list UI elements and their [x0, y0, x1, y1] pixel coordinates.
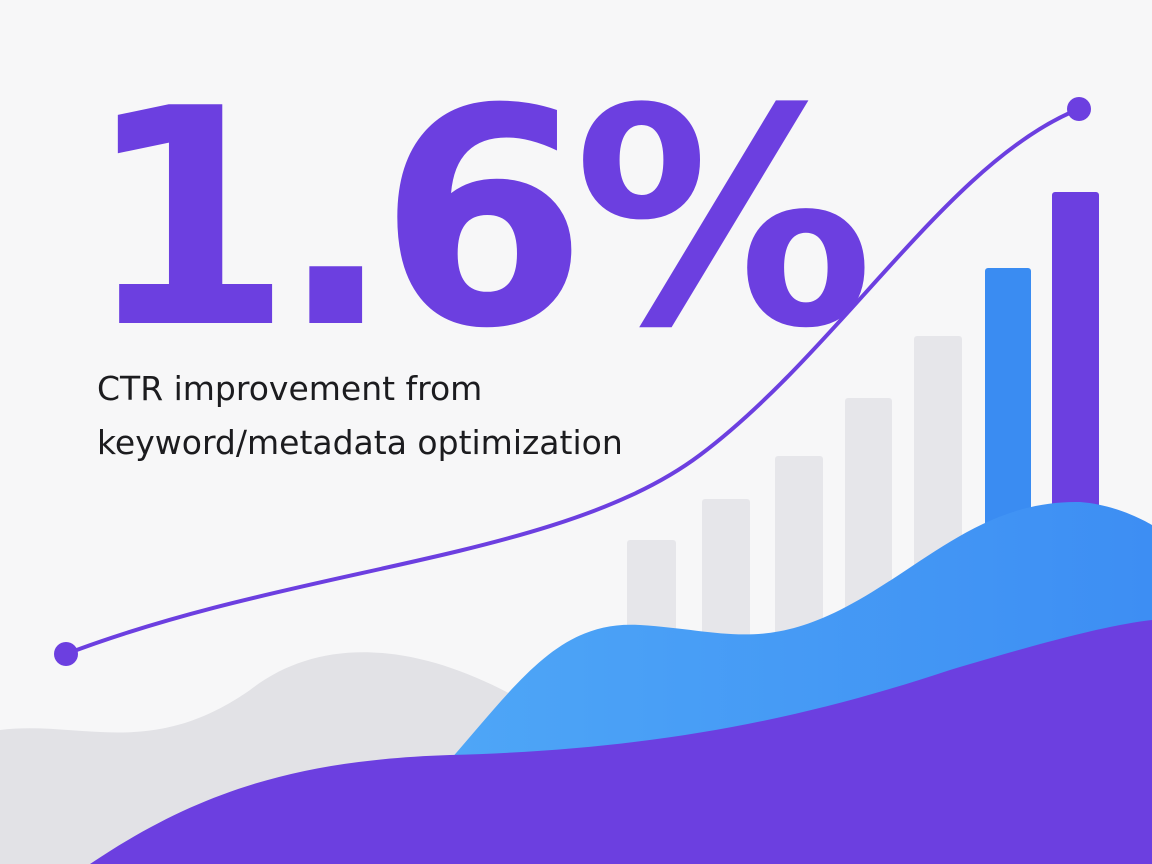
- caption-line: CTR improvement from: [97, 369, 483, 408]
- caption: CTR improvement from keyword/metadata op…: [97, 362, 623, 470]
- caption-line: keyword/metadata optimization: [97, 423, 623, 462]
- trend-dot: [1067, 97, 1091, 121]
- trend-dot: [54, 642, 78, 666]
- purple-wave: [90, 620, 1152, 864]
- trend-line: [65, 107, 1080, 656]
- headline: 1.6%: [84, 45, 874, 394]
